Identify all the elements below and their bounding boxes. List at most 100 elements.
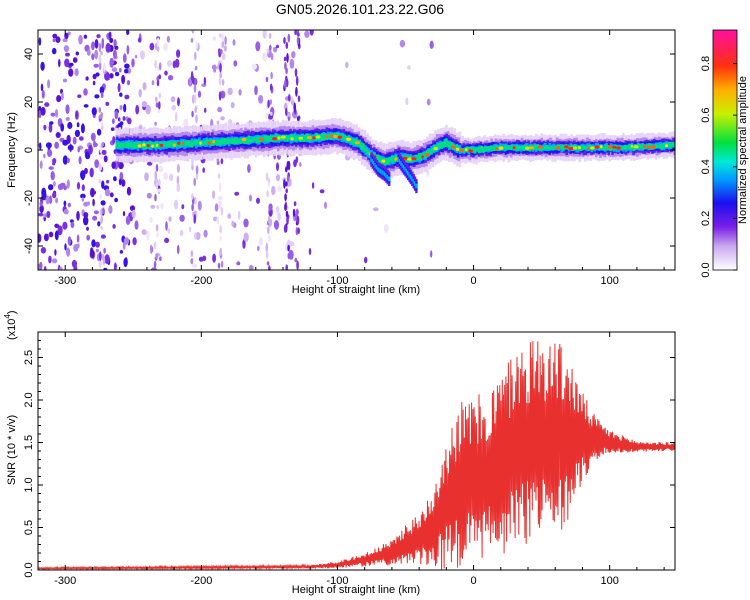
ridge-branch-cell <box>405 168 409 174</box>
snr-series-line <box>38 340 675 570</box>
heatmap-streak-cell <box>265 172 269 181</box>
heatmap-noise-cell <box>214 203 219 212</box>
ridge-band-cell <box>672 142 675 147</box>
ridge-band-cell <box>514 145 518 150</box>
ridge-band-cell <box>337 133 341 138</box>
svg-text:(x104): (x104) <box>3 310 18 340</box>
heatmap-noise-cell <box>383 223 389 233</box>
heatmap-streak-cell <box>194 232 197 240</box>
ridge-core-cell <box>433 147 439 151</box>
ridge-band-cell <box>661 143 665 148</box>
heatmap-noise-cell <box>112 49 117 59</box>
heatmap-streak-cell <box>295 156 299 164</box>
heatmap-noise-cell <box>66 247 71 257</box>
ridge-band-cell <box>148 141 151 148</box>
heatmap-noise-cell <box>80 170 86 180</box>
colorbar-tick-label: 0.8 <box>700 56 712 71</box>
heatmap-streak-cell <box>283 179 286 189</box>
heatmap-noise-cell <box>90 190 97 195</box>
heatmap-noise-cell <box>217 195 223 201</box>
heatmap-streak-cell <box>293 102 297 112</box>
ridge-band-cell <box>551 146 554 150</box>
ridge-band-cell <box>362 143 365 151</box>
ridge-band-cell <box>547 146 550 150</box>
y-tick-label: 2.5 <box>23 350 35 365</box>
heatmap-streak-cell <box>296 116 300 121</box>
ridge-band-cell <box>581 146 584 149</box>
ridge-core-cell <box>577 146 582 150</box>
ridge-band-cell <box>507 146 511 150</box>
heatmap-noise-cell <box>109 73 114 79</box>
ridge-band-cell <box>217 140 221 144</box>
heatmap-noise-cell <box>191 263 198 268</box>
heatmap-noise-cell <box>169 173 174 182</box>
heatmap-noise-cell <box>61 92 64 101</box>
heatmap-streak-cell <box>101 141 105 147</box>
heatmap-noise-cell <box>146 230 150 241</box>
heatmap-streak-cell <box>100 91 104 99</box>
heatmap-noise-cell <box>48 184 54 191</box>
heatmap-streak-cell <box>269 99 273 105</box>
ridge-core-cell <box>421 155 424 159</box>
heatmap-noise-cell <box>165 221 168 231</box>
heatmap-noise-cell <box>198 256 204 262</box>
heatmap-noise-cell <box>105 101 110 106</box>
heatmap-streak-cell <box>98 142 102 149</box>
ridge-band-cell <box>204 141 207 145</box>
heatmap-streak-cell <box>294 30 297 35</box>
heatmap-streak-cell <box>98 162 102 171</box>
heatmap-noise-cell <box>54 230 59 241</box>
heatmap-noise-cell <box>52 161 56 166</box>
heatmap-noise-cell <box>63 209 69 215</box>
ridge-core-cell <box>590 146 595 150</box>
heatmap-noise-cell <box>39 142 42 151</box>
x-tick-label: -300 <box>54 575 76 587</box>
heatmap-streak-cell <box>267 182 271 187</box>
heatmap-noise-cell <box>232 39 236 46</box>
heatmap-noise-cell <box>144 172 149 182</box>
ridge-branch-cell <box>413 181 417 186</box>
heatmap-noise-cell <box>124 63 130 69</box>
heatmap-streak-cell <box>219 225 222 234</box>
ridge-band-cell <box>224 139 228 145</box>
ridge-core-cell <box>306 136 312 140</box>
heatmap-noise-cell <box>83 104 89 108</box>
ridge-band-cell <box>243 139 247 143</box>
heatmap-noise-cell <box>39 261 43 270</box>
ridge-core-cell <box>407 157 413 161</box>
heatmap-noise-cell <box>243 218 249 228</box>
heatmap-noise-cell <box>110 127 115 131</box>
ridge-band-cell <box>324 133 327 140</box>
heatmap-noise-cell <box>68 68 74 77</box>
heatmap-noise-cell <box>212 253 217 263</box>
x-tick-label: 0 <box>470 275 476 287</box>
ridge-band-cell <box>122 142 126 148</box>
heatmap-noise-cell <box>289 241 295 247</box>
ridge-band-cell <box>246 138 249 144</box>
heatmap-streak-cell <box>265 250 269 260</box>
heatmap-noise-cell <box>55 197 59 204</box>
heatmap-streak-cell <box>284 62 287 70</box>
heatmap-noise-cell <box>76 122 80 128</box>
ridge-branch-cell <box>373 161 376 166</box>
heatmap-noise-cell <box>83 201 89 207</box>
heatmap-noise-cell <box>67 236 72 246</box>
heatmap-noise-cell <box>127 117 132 125</box>
heatmap-noise-cell <box>167 75 174 81</box>
heatmap-noise-cell <box>109 37 114 44</box>
heatmap-noise-cell <box>65 52 70 57</box>
heatmap-noise-cell <box>67 202 71 208</box>
heatmap-noise-cell <box>48 123 53 133</box>
heatmap-noise-cell <box>67 121 73 130</box>
heatmap-streak-cell <box>156 232 159 238</box>
ridge-band-cell <box>280 137 283 141</box>
heatmap-noise-cell <box>149 42 155 51</box>
heatmap-streak-cell <box>287 33 291 43</box>
heatmap-noise-cell <box>160 202 164 210</box>
x-tick-label: -100 <box>326 275 348 287</box>
ridge-branch-cell <box>400 161 403 166</box>
ridge-core-cell <box>381 159 386 163</box>
heatmap-noise-cell <box>81 197 85 202</box>
heatmap-noise-cell <box>52 33 58 39</box>
heatmap-noise-cell <box>255 41 261 52</box>
